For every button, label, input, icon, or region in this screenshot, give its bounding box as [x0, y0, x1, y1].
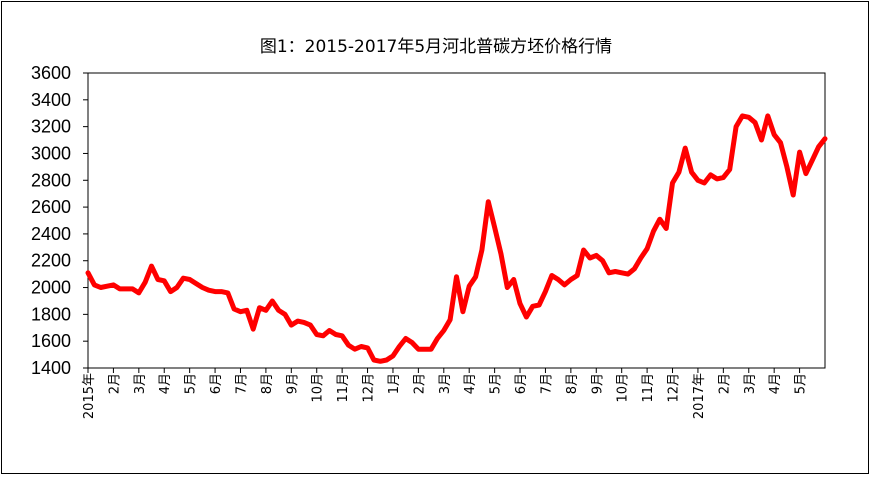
x-tick-label: 4月: [768, 373, 783, 394]
x-tick-label: 1月: [387, 373, 402, 394]
x-tick-label: 11月: [641, 373, 656, 403]
y-tick-label: 2600: [31, 197, 71, 217]
y-tick-label: 1600: [31, 331, 71, 351]
x-tick-labels: 2015年 2月 3月 4月 5月 6月 7月 8月 9月 10月 11月 12月 1月 2月 3月 4月 5月…: [82, 373, 809, 419]
x-tick-label: 5月: [489, 373, 504, 394]
x-tick-label: 2月: [412, 373, 427, 394]
x-tick-label: 2月: [107, 373, 122, 394]
x-tick-label: 8月: [260, 373, 275, 394]
x-tick-label: 5月: [184, 373, 199, 394]
y-tick-label: 2800: [31, 170, 71, 190]
x-tick-label: 9月: [285, 373, 300, 394]
x-tick-label: 4月: [463, 373, 478, 394]
x-tick-label: 4月: [158, 373, 173, 394]
x-tick-label: 10月: [616, 373, 631, 403]
x-tick-label: 2月: [717, 373, 732, 394]
x-tick-label: 10月: [311, 373, 326, 403]
y-tick-label: 3200: [31, 117, 71, 137]
x-tick-label: 7月: [539, 373, 554, 394]
x-tick-label: 3月: [133, 373, 148, 394]
chart-title: 图1：2015-2017年5月河北普碳方坯价格行情: [259, 37, 613, 57]
y-tick-label: 2400: [31, 224, 71, 244]
x-tick-label: 12月: [362, 373, 377, 403]
y-tick-label: 3600: [31, 63, 71, 83]
x-tick-label: 9月: [590, 373, 605, 394]
x-tick-label: 3月: [438, 373, 453, 394]
plot-area: [87, 72, 826, 369]
y-tick-label: 3400: [31, 90, 71, 110]
x-tick-label: 6月: [209, 373, 224, 394]
price-line: [85, 113, 828, 364]
y-tick-label: 2200: [31, 251, 71, 271]
x-tick-label: 6月: [514, 373, 529, 394]
y-tick-label: 2000: [31, 278, 71, 298]
y-tick-label: 3000: [31, 143, 71, 163]
x-tick-label: 2015年: [82, 373, 97, 419]
y-tick-label: 1800: [31, 304, 71, 324]
x-tick-label: 7月: [234, 373, 249, 394]
axes: [83, 72, 826, 373]
x-tick-label: 8月: [565, 373, 580, 394]
y-tick-label: 1400: [31, 358, 71, 378]
x-tick-label: 11月: [336, 373, 351, 403]
x-tick-label: 2017年: [692, 373, 707, 419]
x-tick-label: 12月: [667, 373, 682, 403]
x-tick-label: 5月: [794, 373, 809, 394]
x-tick-label: 3月: [743, 373, 758, 394]
series-lines: [85, 113, 828, 364]
y-tick-labels: 1400 1600 1800 2000 2200 2400 2600 2800 3000 3200…: [31, 63, 71, 378]
